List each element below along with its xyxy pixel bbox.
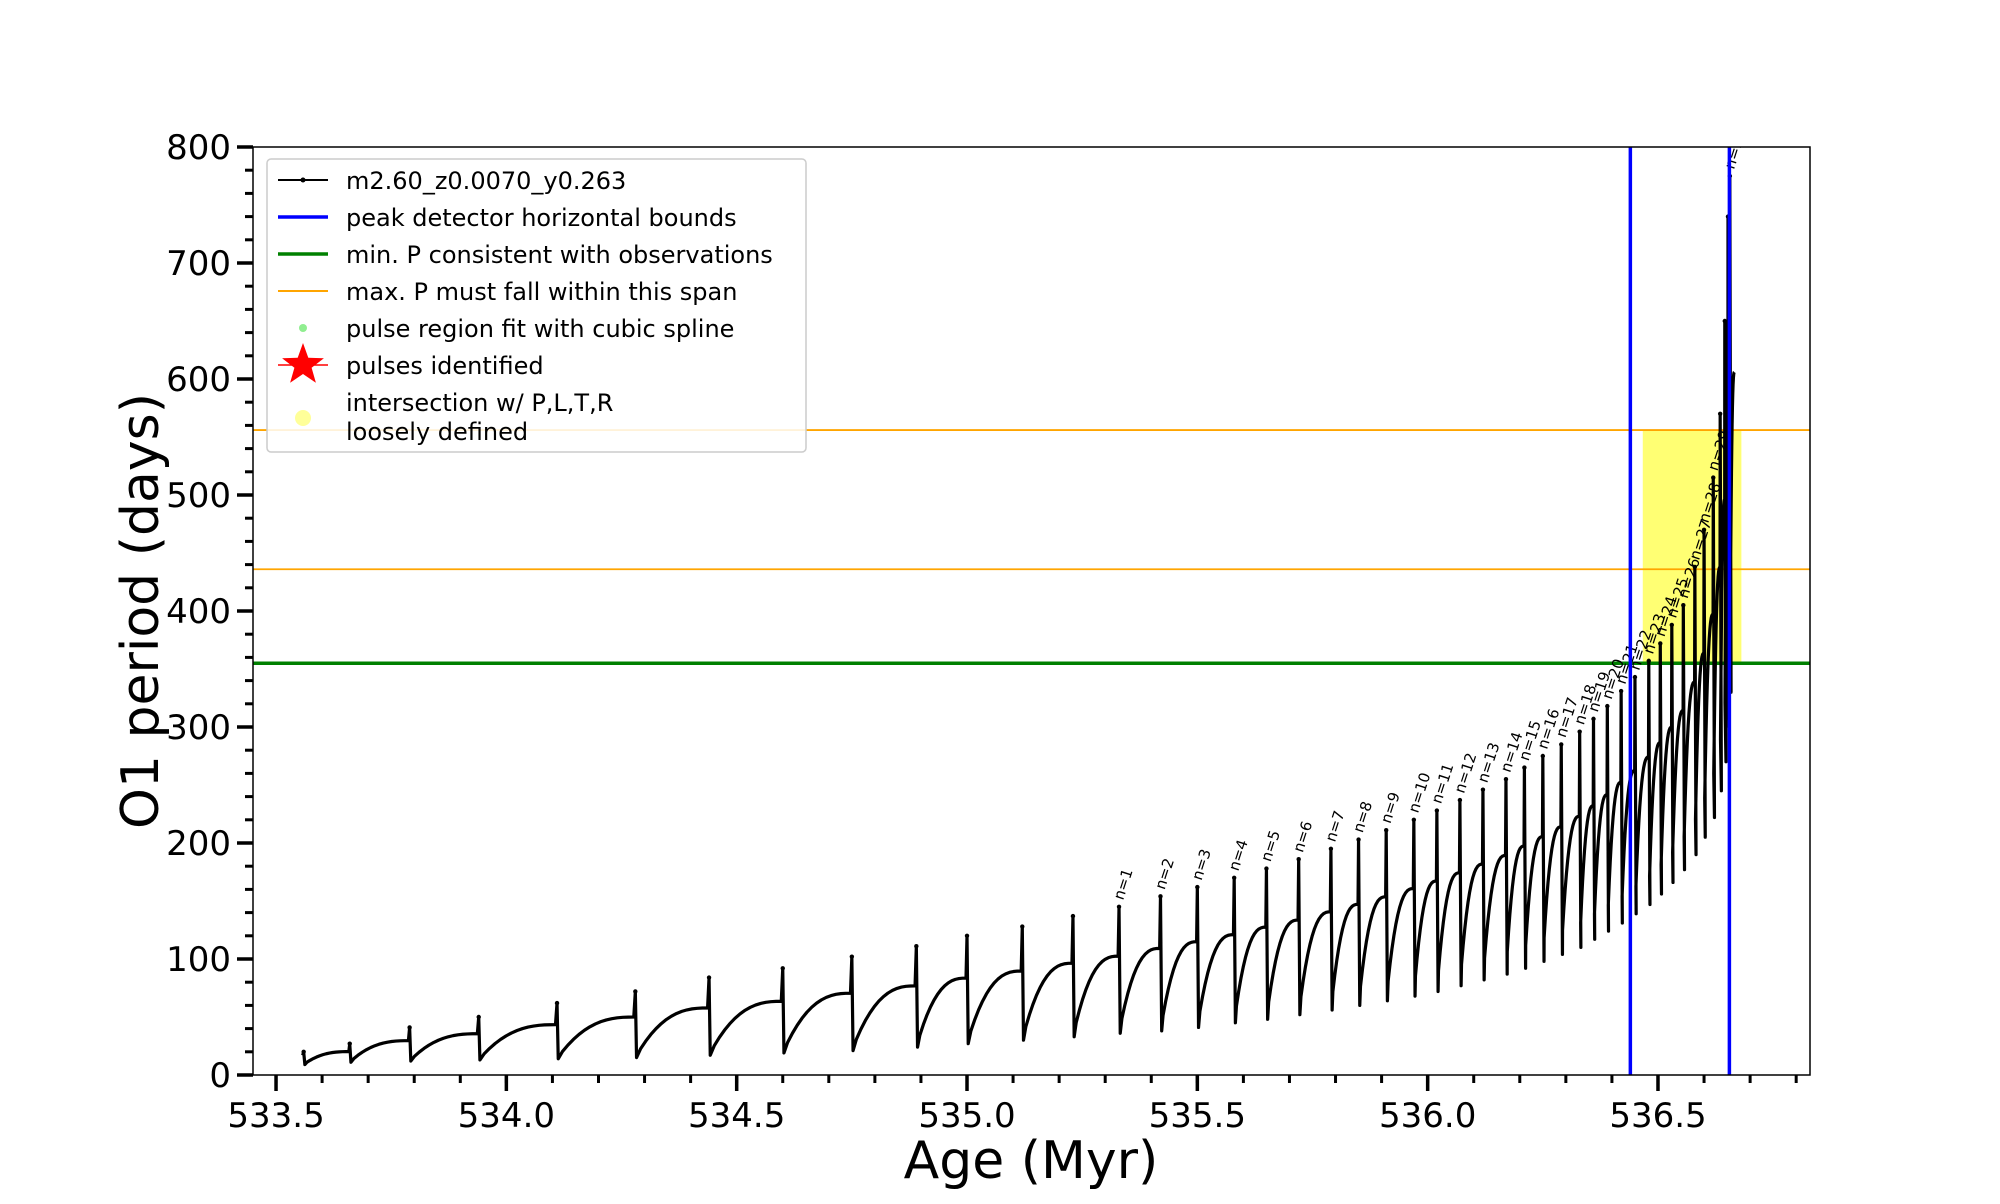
x-tick-label: 535.5 [1149, 1096, 1246, 1136]
legend-label: pulse region fit with cubic spline [346, 315, 734, 343]
pulse-label: n=1 [1110, 866, 1137, 902]
pulse-label: n=6 [1289, 819, 1316, 855]
legend-star-marker [282, 343, 324, 383]
data-point [1356, 837, 1361, 842]
data-point [1480, 787, 1486, 792]
data-point [1411, 817, 1417, 822]
data-point [1434, 808, 1440, 813]
data-point [914, 944, 919, 949]
data-point [1646, 658, 1651, 664]
x-tick-label: 535.0 [918, 1096, 1015, 1136]
data-point [1540, 753, 1546, 759]
legend-circle-marker [295, 410, 311, 426]
legend-label-line2: loosely defined [346, 418, 528, 446]
pulse-label: n=7 [1322, 808, 1349, 844]
y-axis-label: O1 period (days) [111, 393, 171, 829]
legend-label: min. P consistent with observations [346, 241, 773, 269]
data-point [1195, 884, 1200, 890]
y-tick-label: 800 [166, 128, 231, 168]
legend-frame [266, 158, 807, 453]
x-tick-label: 534.5 [688, 1096, 785, 1136]
data-point [1116, 904, 1122, 909]
pulse-label: n=9 [1377, 790, 1404, 826]
legend-item: pulse region fit with cubic spline [299, 315, 734, 343]
legend-dot-marker [300, 177, 306, 183]
legend-label: peak detector horizontal bounds [346, 204, 737, 232]
legend-dot-marker [299, 324, 307, 332]
data-point [1591, 716, 1596, 722]
legend-label: intersection w/ P,L,T,R [346, 389, 613, 417]
data-point [706, 975, 712, 980]
data-point [407, 1025, 412, 1030]
y-tick-label: 0 [209, 1056, 231, 1096]
series-line [301, 174, 1736, 1067]
pulse-label: n=30 [1721, 127, 1751, 172]
data-point [347, 1041, 352, 1046]
y-tick-label: 200 [166, 824, 231, 864]
legend-label: m2.60_z0.0070_y0.263 [346, 167, 626, 195]
pulse-label: n=2 [1151, 856, 1178, 892]
data-point [1711, 475, 1716, 480]
data-point [554, 1000, 560, 1006]
data-point [1158, 894, 1163, 899]
data-point [1701, 527, 1707, 532]
y-tick-label: 100 [166, 940, 231, 980]
data-point [1632, 674, 1638, 680]
y-tick-label: 500 [166, 476, 231, 516]
legend-item: min. P consistent with observations [278, 241, 773, 269]
pulse-label: n=5 [1257, 828, 1284, 864]
legend-label: max. P must fall within this span [346, 278, 737, 306]
data-point [1577, 729, 1582, 734]
data-point [780, 966, 785, 971]
pulse-label: n=4 [1225, 837, 1252, 873]
data-point [476, 1014, 481, 1020]
data-point [1070, 913, 1076, 919]
data-point [1658, 641, 1663, 646]
data-point [1384, 828, 1389, 833]
data-point [1692, 564, 1698, 570]
data-point [633, 989, 638, 994]
data-point [1717, 411, 1723, 416]
x-axis-label: Age (Myr) [904, 1131, 1159, 1191]
data-point [1522, 765, 1527, 770]
data-point [1503, 777, 1509, 782]
data-point [1328, 846, 1334, 851]
data-point [1231, 875, 1237, 880]
data-point [849, 954, 855, 959]
y-tick-label: 400 [166, 592, 231, 632]
data-point [1559, 742, 1564, 747]
legend-label: pulses identified [346, 352, 544, 380]
data-point [964, 933, 970, 938]
data-point [1020, 924, 1025, 929]
data-point [1669, 622, 1675, 628]
x-tick-label: 533.5 [227, 1096, 324, 1136]
x-tick-label: 536.0 [1379, 1096, 1476, 1136]
data-point [1618, 688, 1624, 694]
y-tick-label: 300 [166, 708, 231, 748]
data-point [1264, 866, 1269, 871]
legend-item: pulses identified [278, 343, 544, 383]
x-tick-label: 534.0 [458, 1096, 555, 1136]
data-point [1296, 857, 1301, 862]
data-point [1681, 603, 1686, 608]
data-point [1457, 797, 1463, 803]
pulse-label: n=8 [1349, 799, 1376, 835]
x-tick-label: 536.5 [1609, 1096, 1706, 1136]
legend-item: max. P must fall within this span [278, 278, 737, 306]
data-point [301, 1049, 306, 1055]
legend-item: m2.60_z0.0070_y0.263 [278, 167, 626, 195]
pulse-label: n=3 [1188, 847, 1215, 883]
legend-item: peak detector horizontal bounds [278, 204, 737, 232]
data-point [1722, 318, 1727, 324]
y-tick-label: 600 [166, 360, 231, 400]
data-point [1605, 703, 1610, 709]
y-tick-label: 700 [166, 244, 231, 284]
